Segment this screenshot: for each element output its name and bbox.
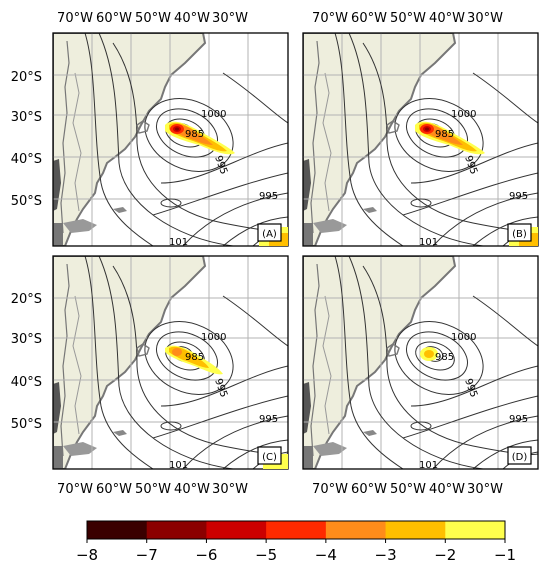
lon-label: 60°W (96, 11, 132, 26)
panel-label: (D) (512, 452, 528, 463)
colorbar-segment (206, 521, 267, 539)
colorbar-tick-label: −4 (315, 546, 337, 564)
lon-label: 40°W (174, 11, 210, 26)
lon-label: 30°W (212, 11, 248, 26)
isobar-label: 101 (169, 460, 188, 471)
panel-label-box (257, 223, 282, 242)
isobar-label: 995 (509, 191, 528, 202)
colorbar-tick-label: −2 (434, 546, 456, 564)
colorbar-segment (87, 521, 148, 539)
lon-label: 50°W (135, 482, 171, 497)
panel-map (53, 33, 288, 246)
lon-label: 70°W (312, 11, 348, 26)
isobar-label: 101 (419, 460, 438, 471)
colorbar-tick-label: −5 (255, 546, 277, 564)
colorbar-tick-label: −3 (375, 546, 397, 564)
isobar-label: 1000 (451, 332, 476, 343)
colorbar-tick-label: −6 (195, 546, 217, 564)
left-lat-labels-bottom: 20°S 30°S 40°S 50°S (11, 292, 42, 432)
lon-label: 70°W (57, 11, 93, 26)
colorbar-segment (385, 521, 446, 539)
lat-label: 40°S (11, 375, 42, 390)
colorbar-segment (266, 521, 327, 539)
panel-label-box (507, 223, 532, 242)
isobar-label: 995 (509, 414, 528, 425)
lon-label: 70°W (312, 482, 348, 497)
isobar-label: 985 (435, 129, 454, 140)
bottom-lon-labels: 70°W 60°W 50°W 40°W 30°W 70°W 60°W 50°W … (57, 482, 503, 497)
lon-label: 40°W (429, 482, 465, 497)
lon-label: 50°W (390, 11, 426, 26)
isobar-label: 985 (185, 352, 204, 363)
panel-map (303, 33, 538, 246)
left-lat-labels-top: 20°S 30°S 40°S 50°S (11, 70, 42, 209)
colorbar-segments (87, 521, 506, 539)
isobar-label: 995 (259, 414, 278, 425)
isobar-label: 101 (169, 237, 188, 248)
panel-map (303, 256, 538, 469)
isobar-label: 995 (259, 191, 278, 202)
lon-label: 30°W (212, 482, 248, 497)
panel-map (53, 256, 288, 469)
panel-b: 1000 985 995 995 101 (B) (303, 33, 538, 248)
lon-label: 30°W (467, 11, 503, 26)
lon-label: 40°W (429, 11, 465, 26)
lat-label: 50°S (11, 417, 42, 432)
panel-d: 1000 985 995 995 101 (D) (303, 256, 538, 471)
lon-label: 70°W (57, 482, 93, 497)
lat-label: 30°S (11, 110, 42, 125)
colorbar-tick-label: −7 (136, 546, 158, 564)
panel-c: 1000 985 995 995 101 (C) (53, 256, 288, 471)
colorbar-ticks: −8 −7 −6 −5 −4 −3 −2 −1 (76, 539, 516, 564)
colorbar-frame (86, 520, 506, 540)
colorbar-segment (146, 521, 207, 539)
panel-label: (A) (262, 229, 277, 240)
isobar-label: 101 (419, 237, 438, 248)
lon-label: 50°W (135, 11, 171, 26)
panel-label: (B) (512, 229, 527, 240)
lon-label: 60°W (351, 482, 387, 497)
lon-label: 60°W (96, 482, 132, 497)
isobar-label: 1000 (451, 109, 476, 120)
lon-label: 30°W (467, 482, 503, 497)
panel-a: 1000 985 995 995 101 (A) (53, 33, 288, 248)
isobar-label: 1000 (201, 332, 226, 343)
colorbar: −8 −7 −6 −5 −4 −3 −2 −1 (76, 520, 516, 564)
lat-label: 40°S (11, 152, 42, 167)
lat-label: 50°S (11, 194, 42, 209)
isobar-label: 985 (435, 352, 454, 363)
colorbar-tick-label: −1 (494, 546, 516, 564)
colorbar-segment (325, 521, 387, 539)
lat-label: 30°S (11, 332, 42, 347)
lat-label: 20°S (11, 292, 42, 307)
panel-label: (C) (262, 452, 277, 463)
lat-label: 20°S (11, 70, 42, 85)
top-lon-labels: 70°W 60°W 50°W 40°W 30°W 70°W 60°W 50°W … (57, 11, 503, 26)
isobar-label: 985 (185, 129, 204, 140)
panel-label-box (507, 446, 532, 465)
lon-label: 40°W (174, 482, 210, 497)
colorbar-tick-label: −8 (76, 546, 98, 564)
lon-label: 50°W (390, 482, 426, 497)
lon-label: 60°W (351, 11, 387, 26)
panel-label-box (257, 446, 282, 465)
colorbar-segment (445, 521, 506, 539)
isobar-label: 1000 (201, 109, 226, 120)
